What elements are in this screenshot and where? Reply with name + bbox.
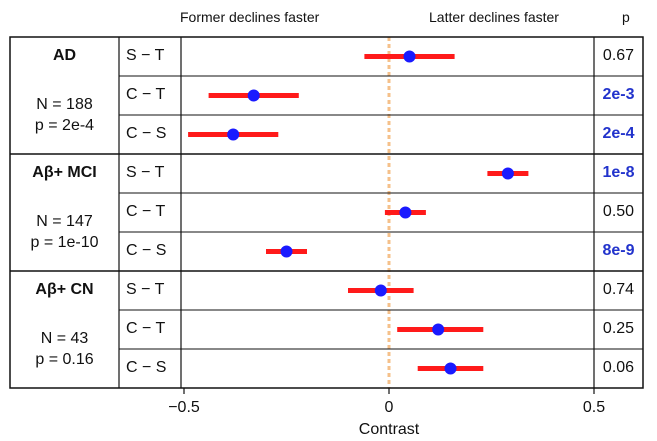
group-n: N = 43	[40, 330, 89, 347]
estimate-point	[501, 167, 514, 180]
group-n: N = 188	[36, 96, 93, 113]
x-axis-label: Contrast	[358, 421, 420, 438]
group-name: Aβ+ MCI	[32, 164, 97, 181]
p-value: 0.06	[602, 358, 635, 376]
comparison-label: C − T	[126, 319, 166, 337]
comparison-label: S − T	[126, 163, 165, 181]
p-value: 2e-4	[602, 124, 635, 142]
group-n: N = 147	[36, 213, 93, 230]
p-value: 1e-8	[602, 163, 635, 181]
p-value: 0.50	[602, 202, 635, 220]
p-value: 2e-3	[602, 85, 635, 103]
header-left-label: Former declines faster	[180, 9, 320, 25]
estimate-point	[403, 50, 416, 63]
group-stats: N = 147 p = 1e-10	[10, 211, 119, 253]
header-p-label: p	[622, 9, 630, 25]
p-value: 0.74	[602, 280, 635, 298]
header-right-label: Latter declines faster	[429, 9, 559, 25]
comparison-label: C − S	[126, 358, 167, 376]
group-stats: N = 188 p = 2e-4	[10, 94, 119, 136]
group-name: AD	[52, 47, 77, 64]
p-value: 0.25	[602, 319, 635, 337]
estimate-point	[374, 284, 387, 297]
group-p: p = 1e-10	[30, 234, 99, 251]
x-tick-label-pos: 0.5	[582, 399, 606, 416]
p-value: 0.67	[602, 46, 635, 64]
group-name: Aβ+ CN	[35, 281, 94, 298]
comparison-label: S − T	[126, 46, 165, 64]
comparison-label: C − T	[126, 202, 166, 220]
comparison-label: C − S	[126, 241, 167, 259]
x-tick-label-neg: −0.5	[168, 399, 200, 416]
estimate-point	[399, 206, 412, 219]
group-p: p = 0.16	[35, 351, 94, 368]
group-p: p = 2e-4	[34, 117, 95, 134]
estimate-point	[444, 362, 457, 375]
estimate-point	[432, 323, 445, 336]
table-border	[9, 36, 644, 389]
comparison-label: S − T	[126, 280, 165, 298]
comparison-label: C − T	[126, 85, 166, 103]
x-tick-label-zero: 0	[384, 399, 394, 416]
group-stats: N = 43 p = 0.16	[10, 328, 119, 370]
comparison-label: C − S	[126, 124, 167, 142]
estimate-point	[247, 89, 260, 102]
estimate-point	[227, 128, 240, 141]
estimate-point	[280, 245, 293, 258]
p-value: 8e-9	[602, 241, 635, 259]
